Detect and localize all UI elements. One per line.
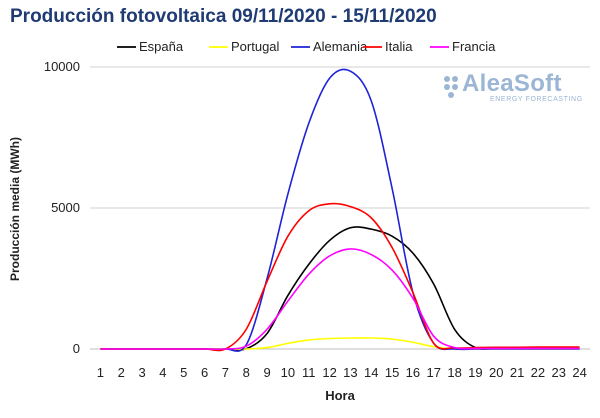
logo-brand: AleaSoft [462,70,562,97]
logo-dot [444,76,450,82]
x-tick-label: 15 [385,365,399,380]
x-tick-label: 16 [406,365,420,380]
aleasoft-logo: AleaSoft ENERGY FORECASTING [440,70,590,108]
x-tick-label: 5 [180,365,187,380]
x-tick-label: 11 [302,365,316,380]
logo-dot [452,84,458,90]
x-tick-label: 24 [572,365,586,380]
x-tick-label: 12 [322,365,336,380]
x-tick-label: 21 [510,365,524,380]
x-tick-label: 13 [343,365,357,380]
x-axis-label: Hora [325,388,355,403]
x-tick-label: 7 [222,365,229,380]
y-tick-label: 5000 [51,200,80,215]
x-tick-label: 22 [531,365,545,380]
x-tick-label: 14 [364,365,378,380]
logo-dot [448,92,454,98]
x-tick-label: 3 [138,365,145,380]
x-tick-label: 23 [552,365,566,380]
legend-label: Alemania [313,39,368,54]
x-tick-label: 19 [468,365,482,380]
legend-label: Portugal [231,39,280,54]
series-line-4 [100,202,580,352]
x-tick-label: 6 [201,365,208,380]
x-tick-label: 8 [243,365,250,380]
series-line-1 [100,226,580,351]
x-tick-label: 2 [118,365,125,380]
logo-dot [452,76,458,82]
x-tick-label: 20 [489,365,503,380]
series-line-3 [100,68,580,352]
x-tick-label: 17 [427,365,441,380]
legend-label: España [139,39,184,54]
chart-title: Producción fotovoltaica 09/11/2020 - 15/… [10,6,437,27]
y-tick-label: 0 [73,341,80,356]
x-tick-label: 4 [159,365,166,380]
x-tick-label: 1 [97,365,104,380]
legend-label: Italia [385,39,413,54]
y-tick-label: 10000 [44,59,80,74]
logo-dot [444,84,450,90]
x-tick-label: 10 [281,365,295,380]
legend-label: Francia [452,39,496,54]
logo-tagline: ENERGY FORECASTING [490,96,583,103]
x-tick-label: 9 [263,365,270,380]
series-line-5 [100,248,580,351]
x-tick-label: 18 [447,365,461,380]
